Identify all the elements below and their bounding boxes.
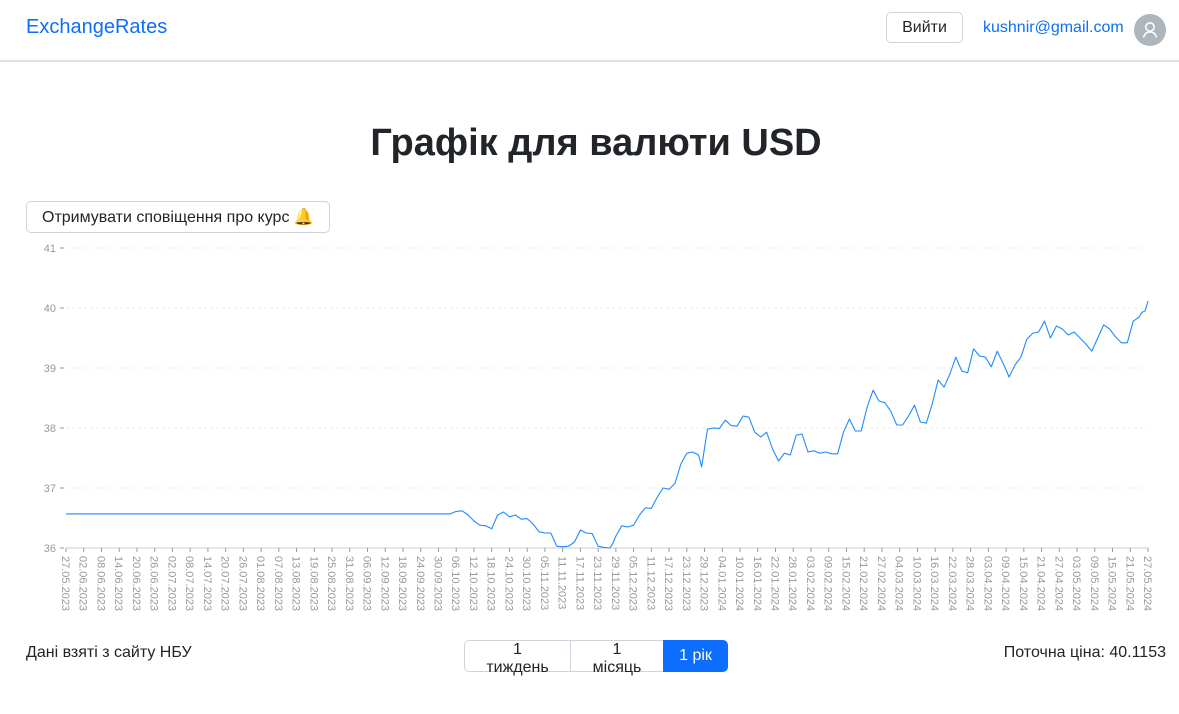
x-tick-label: 14.07.2023 (201, 556, 213, 611)
x-tick-label: 29.12.2023 (698, 556, 710, 611)
y-tick-label: 38 (44, 423, 56, 435)
x-tick-label: 10.03.2024 (910, 556, 922, 611)
usd-rate-chart: 36 37 38 39 40 41 27.05.2023 02.06.2023 08.06.20… (44, 243, 1153, 611)
x-tick-label: 10.01.2024 (733, 556, 745, 611)
series-line (66, 300, 1149, 549)
x-tick-label: 12.09.2023 (378, 556, 390, 611)
x-tick-label: 23.12.2023 (680, 556, 692, 611)
range-week-button[interactable]: 1 тиждень (464, 640, 571, 676)
x-tick-label: 15.04.2024 (1017, 556, 1029, 611)
x-tick-label: 04.03.2024 (893, 556, 905, 611)
x-tick-label: 30.09.2023 (431, 556, 443, 611)
user-icon (1142, 22, 1158, 38)
x-tick-label: 23.11.2023 (591, 556, 603, 610)
avatar[interactable] (1134, 14, 1166, 46)
x-tick-label: 17.12.2023 (662, 556, 674, 611)
x-tick-label: 22.01.2024 (769, 556, 781, 611)
y-tick-label: 39 (44, 363, 56, 375)
x-tick-label: 11.12.2023 (644, 556, 656, 610)
x-tick-label: 03.04.2024 (981, 556, 993, 611)
x-tick-label: 03.05.2024 (1070, 556, 1082, 611)
x-tick-label: 31.08.2023 (343, 556, 355, 611)
x-tick-label: 05.11.2023 (538, 556, 550, 610)
x-tick-label: 09.05.2024 (1088, 556, 1100, 611)
x-tick-label: 21.02.2024 (857, 556, 869, 611)
x-tick-label: 30.10.2023 (520, 556, 532, 611)
source-note: Дані взяті з сайту НБУ (26, 644, 192, 661)
x-tick-label: 18.09.2023 (396, 556, 408, 611)
x-tick-label: 04.01.2024 (715, 556, 727, 611)
y-tick-label: 36 (44, 543, 56, 555)
y-tick-label: 41 (44, 243, 56, 255)
x-tick-label: 02.07.2023 (165, 556, 177, 611)
x-tick-label: 20.07.2023 (219, 556, 231, 611)
x-tick-label: 28.01.2024 (786, 556, 798, 611)
logout-button[interactable]: Вийти (886, 12, 963, 43)
x-tick-label: 21.04.2024 (1035, 556, 1047, 611)
y-tick-label: 37 (44, 483, 56, 495)
x-tick-label: 18.10.2023 (485, 556, 497, 611)
x-tick-label: 29.11.2023 (609, 556, 621, 610)
user-email-link[interactable]: kushnir@gmail.com (983, 19, 1124, 36)
current-price: Поточна ціна: 40.1153 (1003, 644, 1166, 661)
x-tick-label: 16.03.2024 (928, 556, 940, 611)
x-tick-label: 03.02.2024 (804, 556, 816, 611)
x-tick-label: 02.06.2023 (77, 556, 89, 611)
x-tick-label: 06.09.2023 (361, 556, 373, 611)
x-tick-label: 24.10.2023 (502, 556, 514, 611)
x-tick-label: 11.11.2023 (556, 556, 568, 609)
x-tick-label: 15.02.2024 (839, 556, 851, 611)
y-tick-label: 40 (44, 303, 56, 315)
x-tick-label: 27.04.2024 (1052, 556, 1064, 611)
x-tick-label: 28.03.2024 (964, 556, 976, 611)
x-tick-label: 19.08.2023 (307, 556, 319, 611)
brand-link[interactable]: ExchangeRates (26, 16, 168, 38)
x-tick-label: 27.05.2024 (1141, 556, 1153, 611)
range-selector: 1 тиждень 1 місяць 1 рік (464, 640, 728, 676)
x-tick-label: 09.02.2024 (822, 556, 834, 611)
page-title: Графік для валюти USD (370, 122, 822, 164)
x-tick-label: 24.09.2023 (414, 556, 426, 611)
x-tick-label: 16.01.2024 (751, 556, 763, 611)
x-tick-label: 26.07.2023 (236, 556, 248, 611)
x-tick-label: 14.06.2023 (112, 556, 124, 611)
range-year-button[interactable]: 1 рік (663, 640, 728, 672)
x-tick-label: 01.08.2023 (254, 556, 266, 611)
x-tick-label: 07.08.2023 (272, 556, 284, 611)
x-tick-label: 25.08.2023 (325, 556, 337, 611)
x-tick-label: 27.02.2024 (875, 556, 887, 611)
x-tick-label: 12.10.2023 (467, 556, 479, 611)
notify-button[interactable]: Отримувати сповіщення про курс 🔔 (26, 201, 330, 233)
x-tick-label: 20.06.2023 (130, 556, 142, 611)
x-tick-label: 05.12.2023 (627, 556, 639, 611)
x-tick-label: 13.08.2023 (290, 556, 302, 611)
x-tick-label: 27.05.2023 (59, 556, 71, 611)
x-tick-label: 17.11.2023 (573, 556, 585, 610)
navbar: ExchangeRates Вийти kushnir@gmail.com (0, 0, 1179, 62)
x-tick-label: 08.06.2023 (94, 556, 106, 611)
x-tick-label: 26.06.2023 (148, 556, 160, 611)
x-tick-label: 21.05.2024 (1123, 556, 1135, 611)
x-tick-label: 08.07.2023 (183, 556, 195, 611)
x-tick-label: 15.05.2024 (1106, 556, 1118, 611)
x-tick-label: 06.10.2023 (449, 556, 461, 611)
x-tick-label: 22.03.2024 (946, 556, 958, 611)
x-tick-label: 09.04.2024 (999, 556, 1011, 611)
range-month-button[interactable]: 1 місяць (570, 640, 664, 676)
